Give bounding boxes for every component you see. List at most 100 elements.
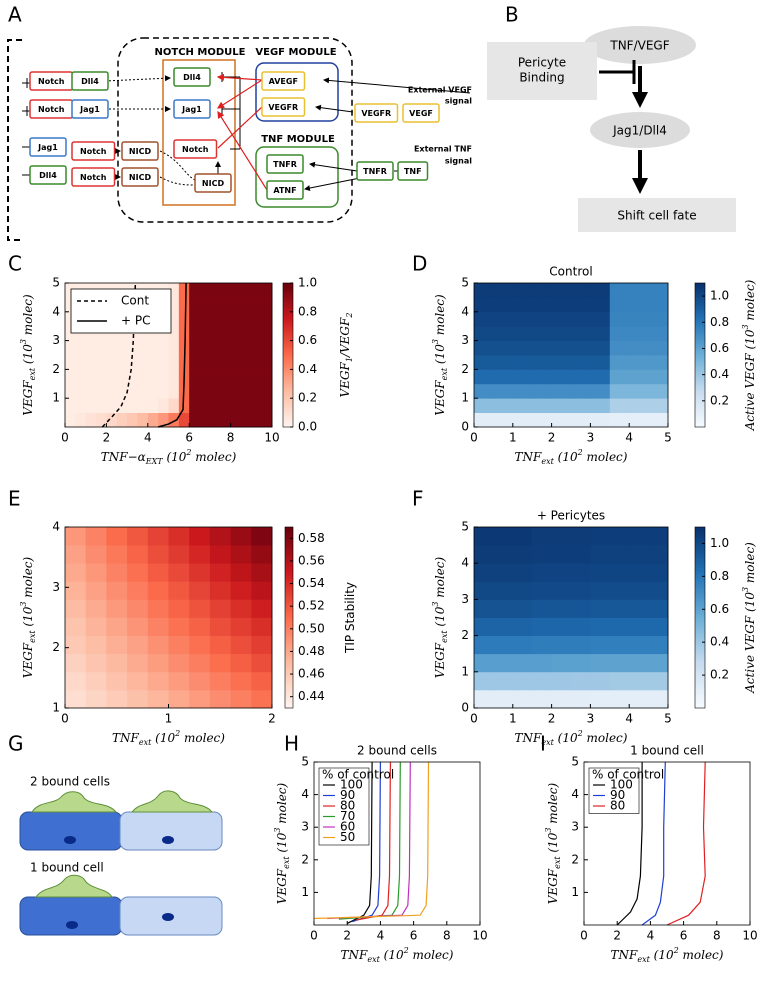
heat-cell (209, 563, 231, 582)
node-box (121, 167, 159, 187)
heat-cell (512, 671, 533, 691)
heat-cell (220, 398, 231, 413)
heat-cell (75, 383, 87, 399)
heat-cell (65, 599, 87, 618)
heat-cell (551, 398, 572, 413)
node-label: Binding (519, 71, 564, 85)
heat-cell (168, 383, 180, 399)
heat-cell (474, 369, 494, 385)
chart-title: + Pericytes (537, 509, 605, 523)
heat-cell (648, 355, 669, 370)
heat-cell (189, 297, 200, 313)
subscript: ext (282, 856, 291, 869)
heat-cell (571, 671, 591, 691)
heat-cell (209, 671, 231, 691)
heat-cell (251, 545, 273, 564)
diagram-b (487, 26, 736, 232)
text-part: TNF (515, 450, 543, 464)
heat-cell (189, 581, 211, 600)
heat-cell (512, 599, 533, 618)
heat-cell (106, 383, 118, 399)
heat-cell (532, 326, 552, 341)
y-axis-label: VEGFext (103 molec) (273, 782, 291, 904)
colorbar-tick-label: 0.52 (298, 599, 325, 613)
heat-cell (106, 599, 128, 618)
heat-cell (261, 369, 273, 385)
heat-cell (474, 599, 494, 618)
heat-cell (65, 689, 87, 709)
node-label: VEGF (409, 109, 433, 118)
heat-cell (127, 689, 149, 709)
x-axis-label: TNFext (102 molec) (341, 946, 454, 964)
heat-cell (65, 653, 87, 673)
heat-cell (230, 671, 252, 691)
heat-cell (609, 398, 630, 413)
heat-cell (158, 340, 169, 356)
text-part: (10 (554, 450, 578, 464)
heat-cell (168, 355, 180, 370)
y-tick-label: 4 (301, 787, 309, 801)
text-part: (10 (380, 948, 404, 962)
colorbar-tick-label: 0.44 (298, 689, 325, 703)
heat-cell (648, 283, 669, 298)
signal-label: External VEGF (408, 86, 472, 95)
heat-cell (251, 355, 263, 370)
heat-cell (551, 653, 572, 673)
colorbar-tick-label: 1.0 (710, 536, 729, 550)
heat-cell (85, 581, 107, 600)
legend-box (70, 288, 172, 334)
heat-cell (629, 340, 649, 356)
heat-cell (220, 297, 231, 313)
heat-cell (106, 340, 118, 356)
heat-cell (251, 383, 263, 399)
y-tick-label: 2 (461, 628, 469, 642)
line (616, 762, 643, 926)
heat-cell (106, 689, 128, 709)
heat-cell (532, 297, 552, 313)
heat-cell (168, 340, 180, 356)
panel-letter: H (284, 732, 299, 756)
heat-cell (116, 340, 128, 356)
heat-cell (106, 355, 118, 370)
y-tick-label: 1 (571, 885, 579, 899)
heat-cell (127, 635, 149, 655)
colorbar-tick-label: 0.0 (298, 420, 317, 434)
heat-cell (168, 398, 180, 413)
heat-cell (85, 545, 107, 564)
heat-cell (609, 355, 630, 370)
node-label: Notch (38, 77, 65, 86)
heat-cell (178, 398, 190, 413)
heat-cell (493, 398, 514, 413)
text-part: (10 (554, 731, 578, 745)
y-axis-label: VEGFext (103 molec) (431, 556, 449, 678)
superscript: 2 (403, 946, 409, 955)
heat-cell (493, 340, 514, 356)
node-box (121, 141, 159, 161)
text-part: molec) (743, 279, 757, 324)
pericyte (130, 790, 214, 813)
heat-cell (199, 340, 211, 356)
heat-cell (240, 398, 252, 413)
heat-cell (85, 653, 107, 673)
heat-cell (240, 283, 252, 298)
y-tick-label: 5 (461, 276, 469, 290)
heat-cell (474, 311, 494, 327)
subscript: 1 (345, 357, 354, 362)
heat-cell (551, 671, 572, 691)
heat-cell (230, 398, 242, 413)
heat-cell (96, 369, 107, 385)
superscript: 3 (741, 324, 750, 329)
heat-cell (65, 671, 87, 691)
heat-cell (512, 297, 533, 313)
text-part: molec) (275, 782, 289, 827)
heat-cell (106, 326, 118, 341)
heat-cell (147, 326, 159, 341)
heat-cell (189, 545, 211, 564)
heat-cell (629, 563, 649, 582)
subscript: ext (440, 630, 449, 643)
heat-cell (251, 398, 263, 413)
heat-cell (168, 326, 180, 341)
y-tick-label: 3 (301, 820, 309, 834)
text-part: (10 (650, 948, 674, 962)
heat-cell (590, 563, 611, 582)
